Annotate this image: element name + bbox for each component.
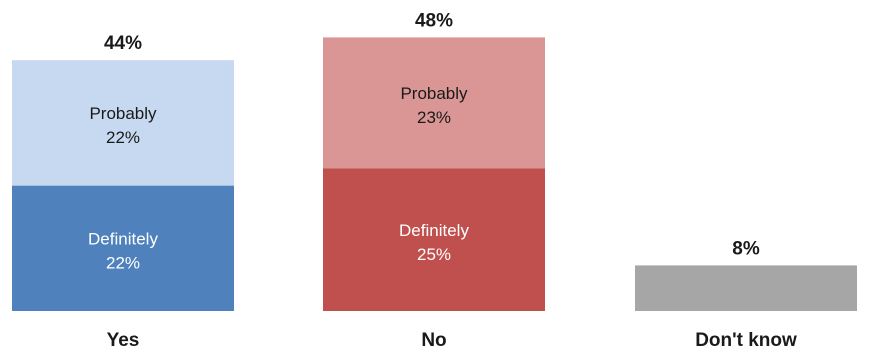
category-label-don-t-know: Don't know [695, 330, 797, 350]
segment-value-label-yes-probably: 22% [106, 128, 140, 147]
segment-name-label-no-definitely: Definitely [399, 221, 469, 240]
segment-value-label-yes-definitely: 22% [106, 253, 140, 272]
segment-value-label-no-probably: 23% [417, 108, 451, 127]
segment-value-label-no-definitely: 25% [417, 245, 451, 264]
segment-name-label-yes-probably: Probably [89, 104, 157, 123]
total-label-don-t-know: 8% [732, 238, 760, 259]
bar-yes-definitely [12, 185, 234, 311]
segment-name-label-no-probably: Probably [400, 84, 468, 103]
bars-layer [12, 37, 857, 311]
bar-yes-probably [12, 60, 234, 186]
labels-layer: Definitely 22% Probably 22% 44% Yes Definitely… [88, 10, 797, 350]
bar-no-definitely [323, 168, 545, 311]
category-label-no: No [421, 330, 446, 350]
segment-name-label-yes-definitely: Definitely [88, 229, 158, 248]
total-label-no: 48% [415, 10, 453, 31]
total-label-yes: 44% [104, 33, 142, 54]
category-label-yes: Yes [107, 330, 140, 350]
bar-no-probably [323, 37, 545, 169]
bar-don-t-know-total [635, 265, 857, 311]
